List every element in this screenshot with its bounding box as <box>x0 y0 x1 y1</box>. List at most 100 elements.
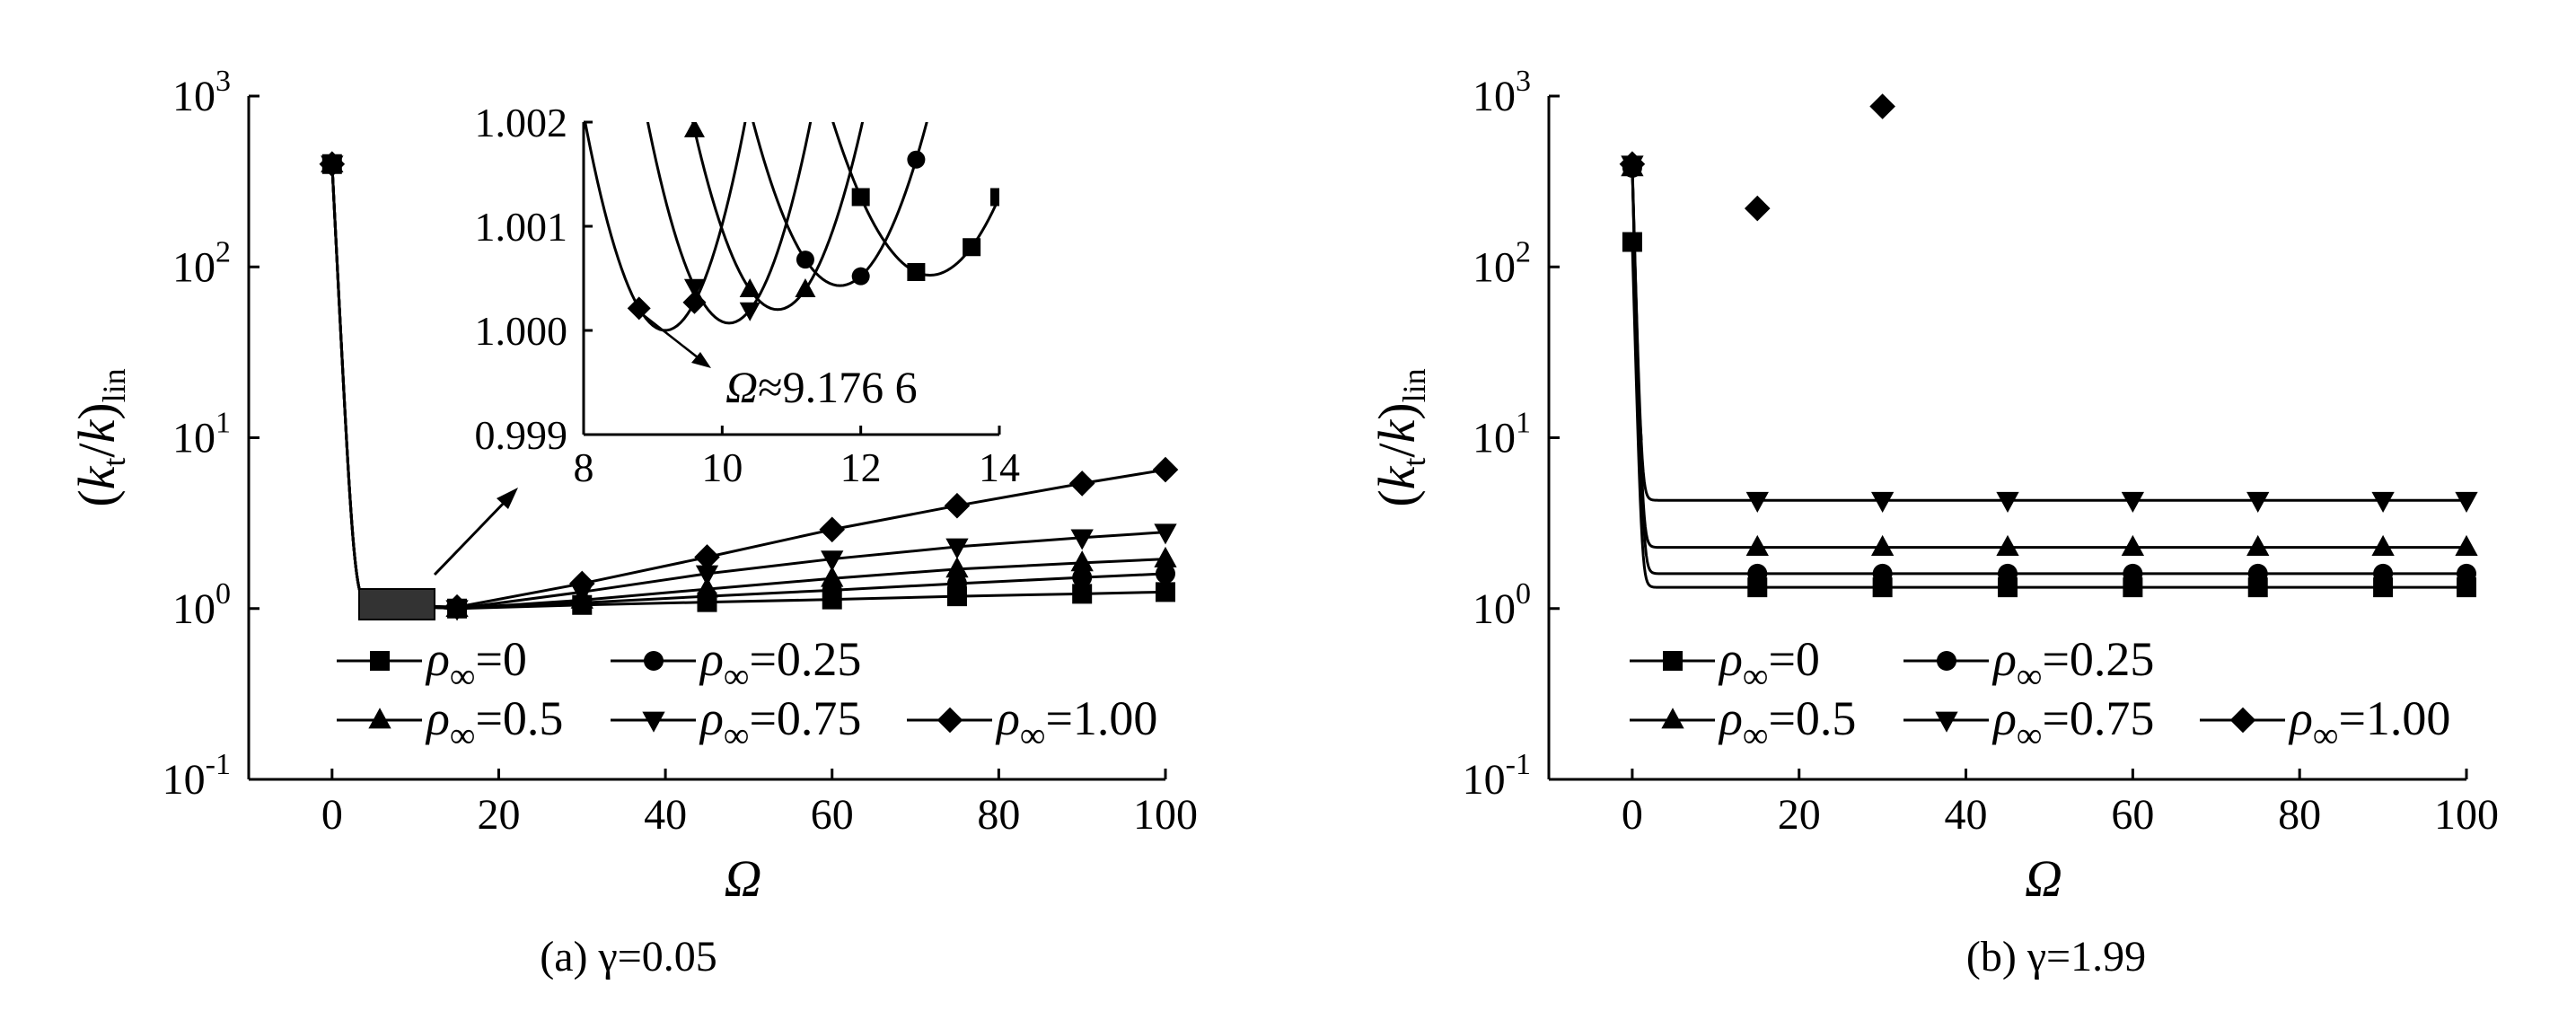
legend-inf: ∞ <box>2313 715 2339 755</box>
inset-data-point <box>739 278 760 298</box>
legend-rho: ρ <box>425 691 450 745</box>
y-tick-label: 102 <box>172 235 231 291</box>
legend-label: ρ∞=0.75 <box>699 691 861 755</box>
legend-value: =0 <box>1768 632 1819 686</box>
y-axis-title-part: k <box>1367 418 1426 443</box>
legend-item: ρ∞=0 <box>1630 632 1820 696</box>
legend-inf: ∞ <box>2017 715 2043 755</box>
data-point <box>2457 563 2476 584</box>
x-tick-label: 100 <box>1133 791 1198 839</box>
data-point <box>1068 470 1095 497</box>
legend-item: ρ∞=1.00 <box>907 691 1157 755</box>
inset-series-line <box>691 122 865 312</box>
legend-item: ρ∞=0.5 <box>1630 691 1856 755</box>
data-point <box>1745 491 1769 513</box>
data-point <box>2123 563 2143 584</box>
inset-x-tick-label: 8 <box>574 444 594 490</box>
legend-label: ρ∞=0.25 <box>1991 632 2154 696</box>
legend-rho: ρ <box>1718 691 1743 745</box>
inset-data-point <box>963 238 981 257</box>
inset-data-point <box>739 302 760 321</box>
legend: ρ∞=0 ρ∞=0.25ρ∞=0.5 ρ∞=0.75 ρ∞=1.00 <box>337 632 1157 755</box>
inset-chart: 8 10 12 14 1.002 1.001 1.000 0.999 Ω≈9.176 6 <box>475 100 1021 490</box>
legend-marker <box>1663 651 1683 671</box>
legend-item: ρ∞=1.00 <box>2200 691 2450 755</box>
y-tick-exp: 0 <box>215 577 231 611</box>
data-point <box>2371 534 2395 557</box>
x-tick-label: 60 <box>811 791 854 839</box>
y-tick-exp: 1 <box>1516 407 1531 440</box>
legend-label: ρ∞=0.5 <box>425 691 563 755</box>
legend-marker <box>368 708 391 729</box>
data-point <box>1152 456 1179 483</box>
y-tick-label: 102 <box>1473 235 1531 291</box>
inset-x-tick-label: 12 <box>840 444 882 490</box>
legend-label: ρ∞=0 <box>425 632 527 696</box>
data-point <box>2457 577 2476 598</box>
legend-value: =1.00 <box>2338 691 2450 745</box>
legend-rho: ρ <box>1991 691 2017 745</box>
y-tick-base: 10 <box>1473 415 1516 462</box>
y-tick-base: 10 <box>172 243 215 291</box>
y-tick-label: 103 <box>1473 65 1531 120</box>
data-point <box>2247 563 2268 584</box>
y-axis-title-part: ) <box>67 402 126 419</box>
legend-label: ρ∞=1.00 <box>995 691 1157 755</box>
y-tick-label: 103 <box>172 65 231 120</box>
inset-annotation: Ω≈9.176 6 <box>725 362 918 412</box>
legend-rho: ρ <box>1718 632 1743 686</box>
inset-data-point <box>990 188 999 207</box>
data-point <box>944 492 971 519</box>
data-point <box>1070 550 1094 572</box>
y-axis-title-part: ) <box>1367 402 1426 419</box>
data-point <box>945 557 969 578</box>
y-axis-title-part: t <box>1396 458 1432 467</box>
data-point <box>2246 534 2270 557</box>
zoom-arrow-line <box>433 497 509 576</box>
data-point <box>2121 491 2145 513</box>
inset-data-point <box>907 150 926 169</box>
legend-inf: ∞ <box>1743 655 1769 696</box>
y-tick-base: 10 <box>1463 756 1506 804</box>
data-point <box>2123 577 2143 598</box>
data-point <box>319 151 346 178</box>
x-tick-label: 40 <box>1945 791 1988 839</box>
y-tick-label: 100 <box>172 577 231 633</box>
data-point <box>1072 584 1093 604</box>
caption-b: (b) γ=1.99 <box>1966 933 2146 980</box>
legend-item: ρ∞=0.5 <box>337 691 563 755</box>
inset-series-group <box>584 122 999 332</box>
inset-data-point <box>796 251 814 269</box>
legend-marker <box>936 707 963 734</box>
legend-value: =0.25 <box>2042 632 2154 686</box>
y-tick-base: 10 <box>163 756 206 804</box>
y-axis-title-part: ( <box>1367 489 1426 506</box>
inset-data-point <box>851 267 870 286</box>
inset-data-point <box>683 122 705 137</box>
legend-rho: ρ <box>425 632 450 686</box>
data-point <box>819 516 846 543</box>
legend-inf: ∞ <box>1743 715 1769 755</box>
legend-item: ρ∞=0.25 <box>1903 632 2154 696</box>
legend-item: ρ∞=0.75 <box>611 691 861 755</box>
data-point <box>1870 534 1895 557</box>
inset-data-point <box>795 278 816 298</box>
y-axis-title-part: k <box>67 418 126 443</box>
data-point <box>2373 563 2394 584</box>
legend-inf: ∞ <box>724 655 750 696</box>
legend-label: ρ∞=0 <box>1718 632 1820 696</box>
legend-label: ρ∞=0.75 <box>1991 691 2154 755</box>
inset-annotation-arrowhead <box>691 352 711 368</box>
x-tick-label: 0 <box>1622 791 1643 839</box>
inset-series-line <box>584 122 747 332</box>
y-axis-title-part: lin <box>1396 368 1432 402</box>
inset-y-tick-label: 1.000 <box>475 308 568 354</box>
legend-value: =0 <box>475 632 526 686</box>
legend-value: =0.5 <box>475 691 563 745</box>
legend-value: =0.75 <box>749 691 861 745</box>
y-tick-base: 10 <box>1473 585 1516 633</box>
data-point <box>1154 546 1177 567</box>
inset-data-point <box>907 263 926 282</box>
data-point <box>1872 563 1893 584</box>
